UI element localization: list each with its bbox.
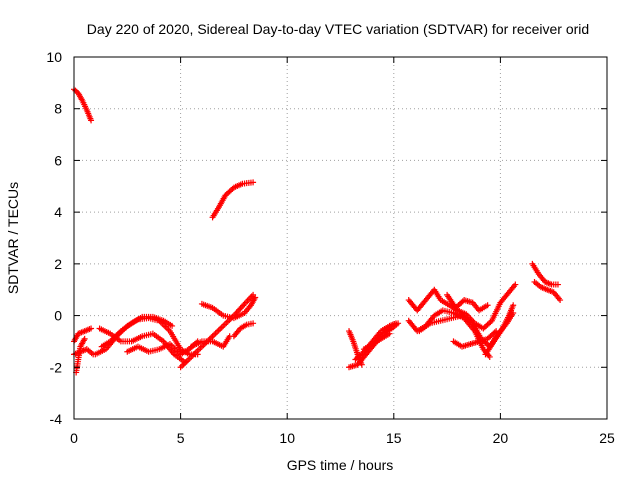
x-tick-label: 20 [493,430,509,446]
data-point [88,117,95,124]
data-point [557,297,564,304]
data-point [250,320,257,327]
series-arc-18 [405,281,519,332]
series-arc-23 [482,302,517,358]
x-axis-label: GPS time / hours [287,457,394,473]
x-tick-label: 0 [70,430,78,446]
x-tick-label: 25 [599,430,615,446]
y-tick-label: 0 [54,308,62,324]
series-arc-12 [198,294,259,322]
series-arc-2 [209,179,257,221]
y-axis-label: SDTVAR / TECUs [5,182,21,294]
data-points [71,86,564,376]
y-tick-label: 6 [54,152,62,168]
data-point [88,325,95,332]
data-point [250,179,257,186]
series-arc-24 [529,260,561,288]
series-arc-9 [98,313,176,350]
series-arc-22 [450,328,500,350]
data-point [486,353,493,360]
data-point [484,302,491,309]
series-arc-21 [444,291,491,314]
grid-lines [74,57,607,419]
y-tick-label: 8 [54,101,62,117]
y-tick-label: 4 [54,204,62,220]
series-arc-11 [188,333,233,350]
series-arc-13 [230,320,257,340]
x-tick-label: 5 [177,430,185,446]
series-arc-4 [71,346,97,358]
data-point [252,294,259,301]
data-point [392,320,399,327]
data-point [554,281,561,288]
chart-title: Day 220 of 2020, Sidereal Day-to-day VTE… [87,21,589,37]
x-tick-label: 10 [279,430,295,446]
data-point [512,281,519,288]
data-point [81,335,88,342]
data-point [386,330,393,337]
data-point [169,322,176,329]
series-arc-1 [71,86,95,124]
series-arc-17 [360,330,393,353]
series-arc-10 [177,291,257,371]
series-arc-5 [73,335,88,376]
plot-frame [73,56,608,420]
axis-ticks: 0 5 10 15 20 25 -4 -2 0 2 4 6 8 10 [46,49,615,446]
y-tick-label: -4 [50,411,63,427]
y-tick-label: 10 [46,49,62,65]
data-point [493,328,500,335]
y-tick-label: -2 [50,359,63,375]
data-point [510,302,517,309]
y-tick-label: 2 [54,256,62,272]
series-arc-3 [71,325,95,345]
series-arc-25 [531,278,564,304]
x-tick-label: 15 [386,430,402,446]
